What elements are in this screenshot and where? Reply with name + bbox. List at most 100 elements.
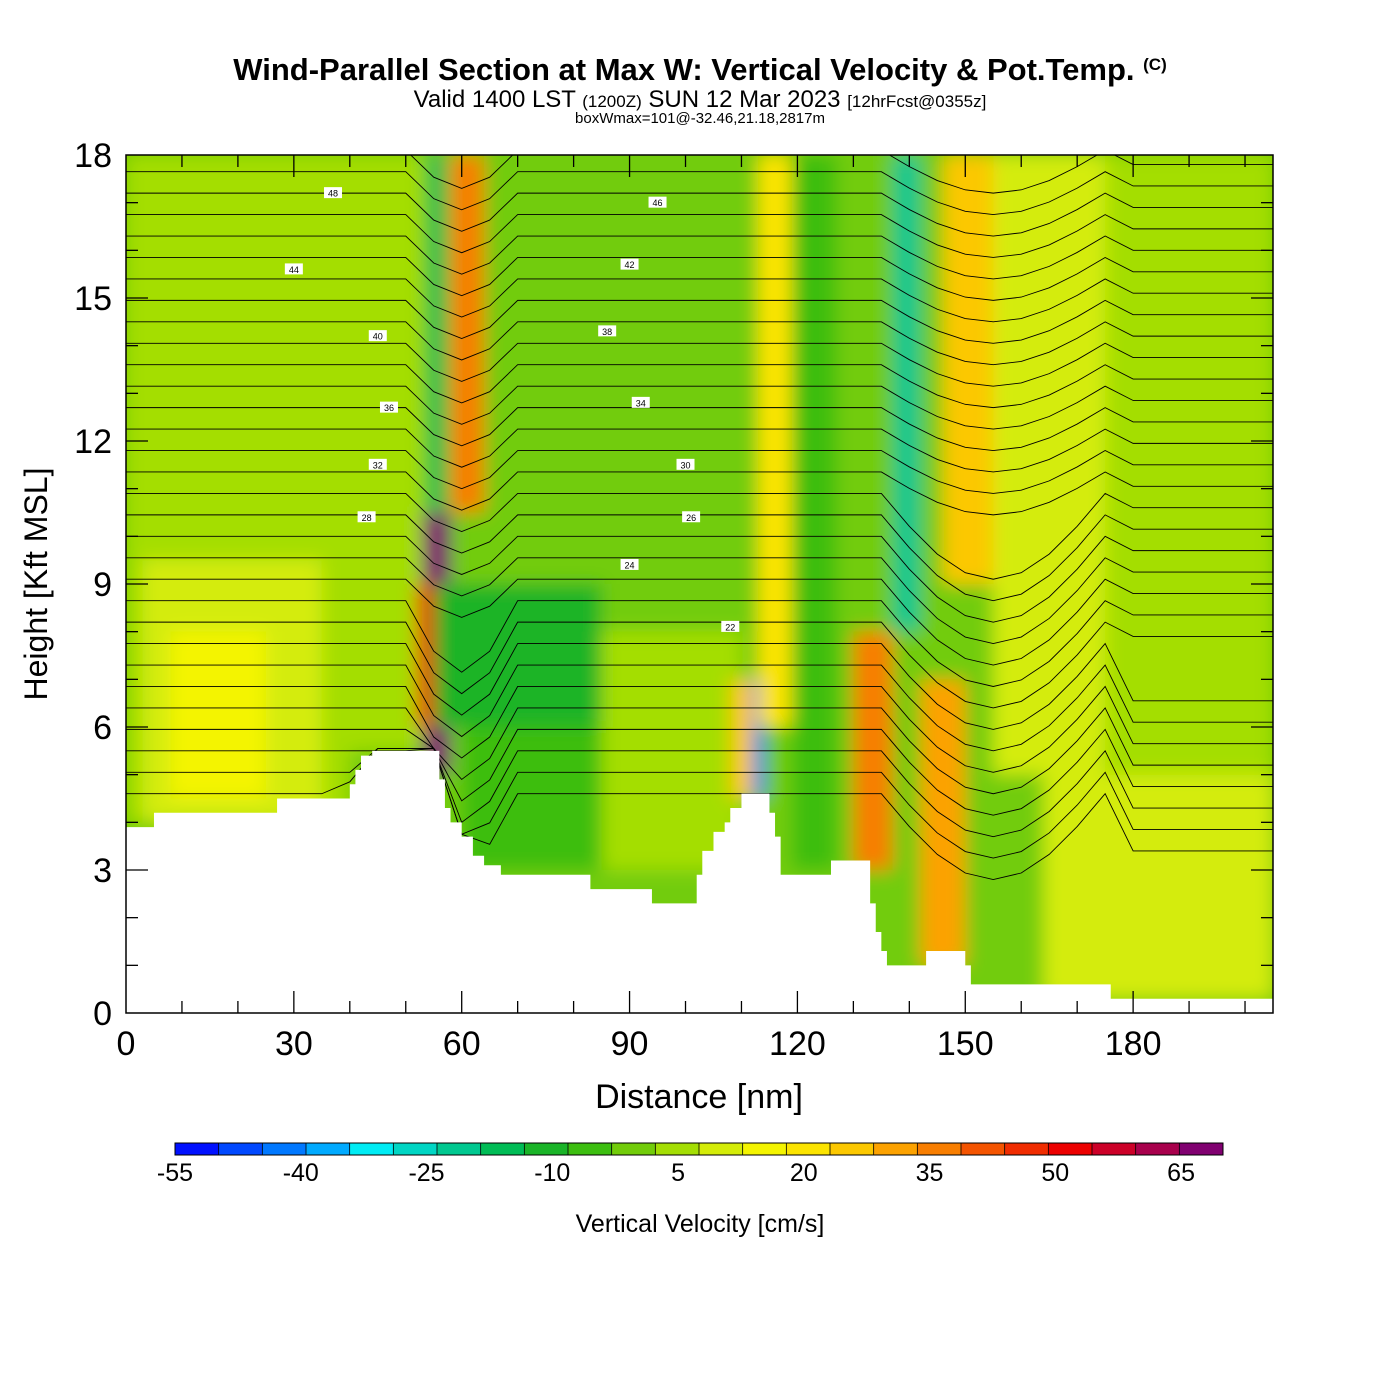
- theta-label-bg: [324, 187, 343, 199]
- theta-label-38: 38: [598, 325, 617, 337]
- theta-contour-10: [126, 578, 1273, 666]
- theta-label-28: 28: [357, 511, 376, 523]
- colorbar-label: Vertical Velocity [cm/s]: [576, 1210, 825, 1238]
- theta-contour-30: [410, 155, 1273, 194]
- theta-contour-29: [126, 171, 1273, 216]
- velocity-cell-11: [730, 679, 753, 799]
- theta-contour-25: [126, 256, 1273, 301]
- valid-time: Valid 1400 LST: [413, 86, 576, 113]
- theta-label-bg: [620, 258, 639, 270]
- theta-label-text: 36: [384, 403, 394, 413]
- theta-label-text: 30: [681, 460, 691, 470]
- theta-label-text: 32: [373, 460, 383, 470]
- colorbar-swatch-2: [262, 1143, 307, 1155]
- theta-label-24: 24: [620, 558, 639, 570]
- theta-contour-23: [126, 299, 1273, 344]
- theta-contour-5: [126, 685, 1273, 773]
- theta-contour-0: [126, 748, 1273, 880]
- colorbar-swatch-23: [1179, 1143, 1224, 1155]
- colorbar-tick-35: 35: [916, 1159, 944, 1187]
- y-tick-label-6: 6: [93, 709, 112, 747]
- theta-label-bg: [648, 196, 667, 208]
- x-tick-label-180: 180: [1105, 1025, 1162, 1063]
- theta-contour-24: [126, 278, 1273, 323]
- colorbar-tick--25: -25: [408, 1159, 444, 1187]
- theta-label-bg: [721, 620, 740, 632]
- colorbar-swatch-7: [480, 1143, 525, 1155]
- velocity-cell-19: [993, 155, 1106, 775]
- theta-contour-21: [126, 342, 1273, 387]
- theta-label-bg: [631, 396, 650, 408]
- theta-label-46: 46: [648, 196, 667, 208]
- theta-label-text: 40: [373, 332, 383, 342]
- colorbar-swatch-5: [393, 1143, 438, 1155]
- theta-label-text: 28: [362, 513, 372, 523]
- theta-contour-28: [126, 192, 1273, 237]
- y-tick-label-18: 18: [74, 137, 112, 175]
- colorbar-tick-65: 65: [1167, 1159, 1195, 1187]
- theta-contour-9: [126, 600, 1273, 687]
- colorbar-swatch-10: [611, 1143, 656, 1155]
- colorbar-swatch-19: [1004, 1143, 1049, 1155]
- y-axis-label: Height [Kft MSL]: [18, 468, 54, 701]
- velocity-cell-7: [450, 155, 485, 513]
- theta-label-bg: [368, 330, 387, 342]
- theta-label-bg: [357, 511, 376, 523]
- x-tick-label-90: 90: [611, 1025, 649, 1063]
- terrain-mask: [126, 750, 1273, 1013]
- theta-contour-6: [126, 664, 1273, 752]
- x-tick-label-0: 0: [117, 1025, 136, 1063]
- theta-contour-8: [126, 621, 1273, 709]
- theta-contour-11: [126, 557, 1273, 645]
- velocity-cell-1: [349, 155, 423, 751]
- theta-label-text: 48: [328, 189, 338, 199]
- colorbar-swatch-12: [699, 1143, 744, 1155]
- utc-time: (1200Z): [582, 92, 642, 111]
- x-tick-label-150: 150: [937, 1025, 994, 1063]
- colorbar-swatch-3: [306, 1143, 351, 1155]
- theta-contour-17: [126, 428, 1273, 473]
- theta-contour-18: [126, 407, 1273, 451]
- theta-label-text: 38: [602, 327, 612, 337]
- x-axis-label: Distance [nm]: [595, 1078, 803, 1116]
- theta-label-22: 22: [721, 620, 740, 632]
- theta-contour-1: [126, 748, 1273, 859]
- theta-contour-7: [126, 642, 1273, 730]
- theta-label-bg: [676, 458, 695, 470]
- colorbar-swatch-1: [218, 1143, 263, 1155]
- title-text: Wind-Parallel Section at Max W: Vertical…: [233, 52, 1135, 87]
- x-tick-label-120: 120: [769, 1025, 826, 1063]
- copyright-mark: (C): [1143, 55, 1167, 74]
- theta-contour-15: [126, 471, 1273, 516]
- colorbar-tick-50: 50: [1041, 1159, 1069, 1187]
- theta-label-bg: [598, 325, 617, 337]
- theta-label-text: 22: [725, 622, 735, 632]
- theta-label-44: 44: [284, 263, 303, 275]
- theta-label-34: 34: [631, 396, 650, 408]
- theta-contour-labels: 48 46 44 42 40 38 36 34 32 30 28 26 24 22: [284, 187, 740, 632]
- forecast-info: [12hrFcst@0355z]: [847, 92, 987, 111]
- theta-label-36: 36: [379, 401, 398, 413]
- chart-title: Wind-Parallel Section at Max W: Vertical…: [0, 52, 1400, 88]
- theta-label-48: 48: [324, 187, 343, 199]
- velocity-cell-18: [942, 155, 999, 584]
- theta-label-text: 34: [636, 398, 646, 408]
- colorbar-swatch-13: [742, 1143, 787, 1155]
- x-tick-label-60: 60: [443, 1025, 481, 1063]
- theta-label-bg: [682, 511, 701, 523]
- theta-label-42: 42: [620, 258, 639, 270]
- velocity-cell-16: [892, 155, 921, 632]
- theta-label-text: 46: [653, 198, 663, 208]
- y-tick-label-15: 15: [74, 280, 112, 318]
- theta-contours: [126, 155, 1273, 880]
- colorbar-swatch-17: [917, 1143, 962, 1155]
- theta-label-text: 42: [625, 260, 635, 270]
- colorbar-swatch-15: [830, 1143, 875, 1155]
- colorbar-swatch-6: [437, 1143, 482, 1155]
- plot-area: 48 46 44 42 40 38 36 34 32 30 28 26 24 22: [126, 155, 1273, 1013]
- theta-contour-20: [126, 364, 1273, 409]
- x-tick-label-30: 30: [275, 1025, 313, 1063]
- theta-contour-4: [126, 707, 1273, 795]
